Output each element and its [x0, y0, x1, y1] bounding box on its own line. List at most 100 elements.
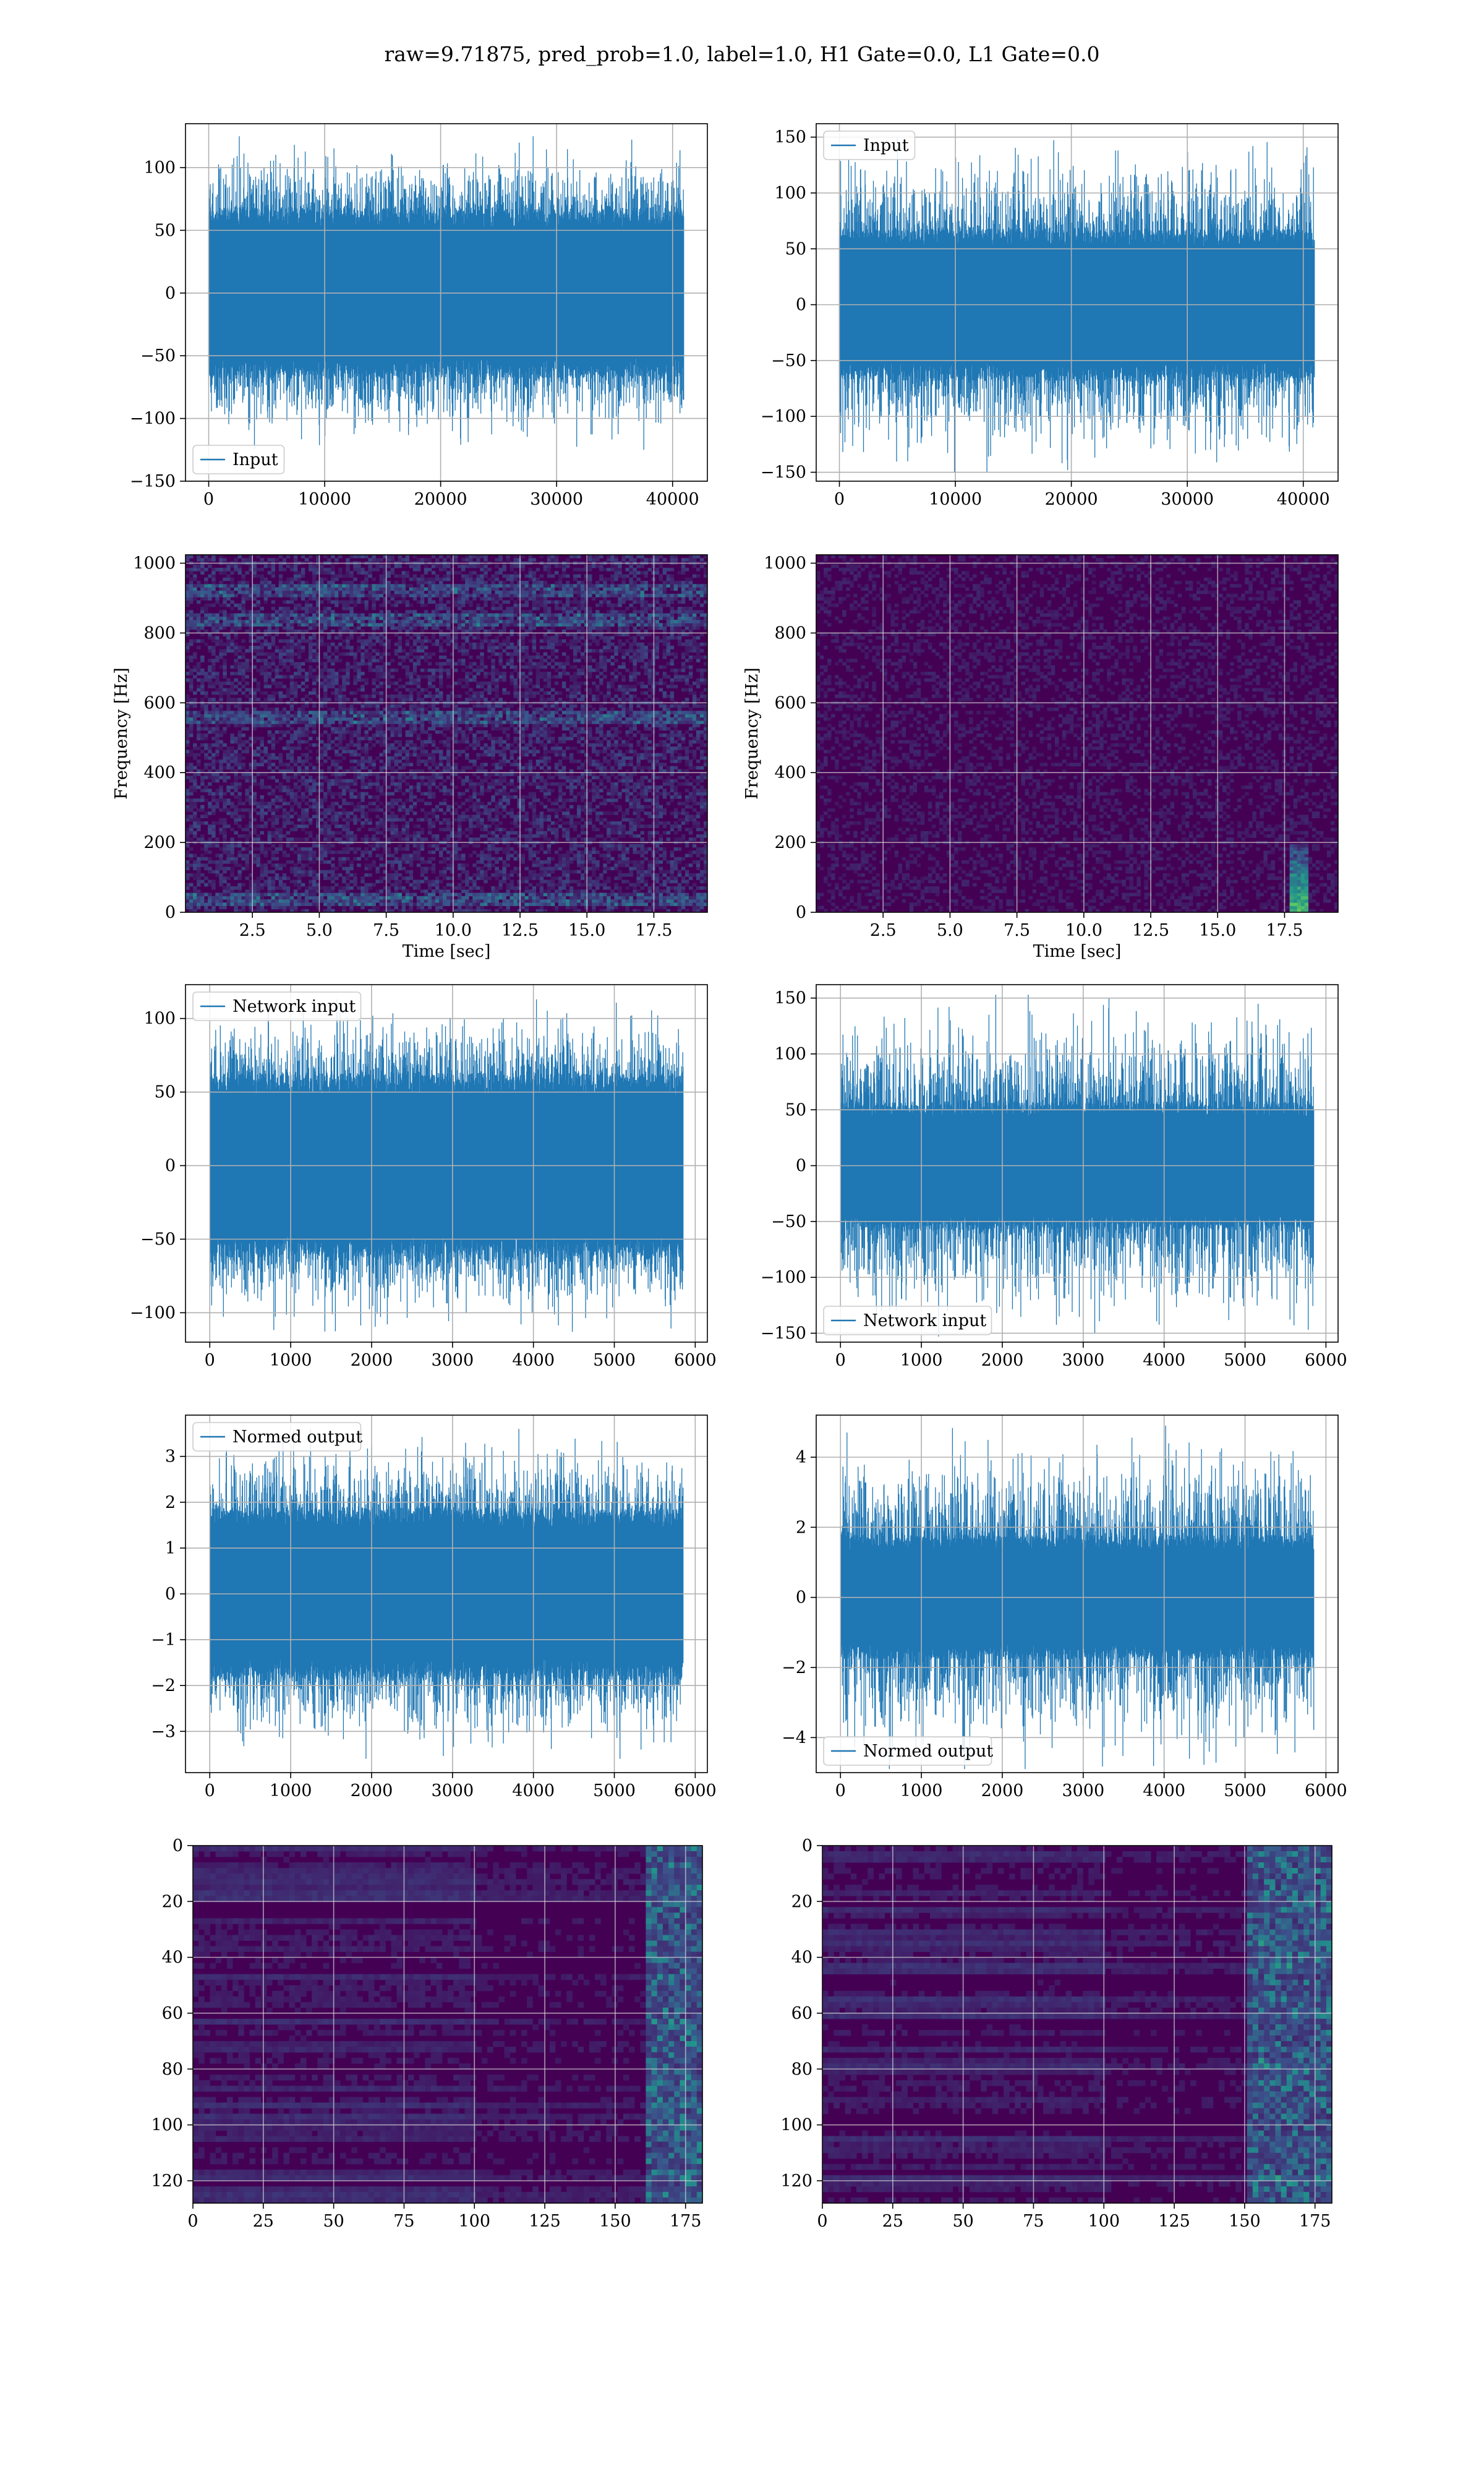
- heatmap-cell: [357, 600, 361, 604]
- heatmap-cell: [263, 802, 268, 805]
- heatmap-cell: [267, 590, 272, 594]
- heatmap-cell: [383, 899, 387, 903]
- heatmap-cell: [312, 789, 317, 792]
- heatmap-cell: [379, 652, 383, 656]
- heatmap-cell: [364, 883, 369, 887]
- heatmap-cell: [320, 824, 324, 828]
- heatmap-cell: [226, 717, 231, 721]
- heatmap-cell: [442, 711, 447, 714]
- heatmap-cell: [357, 773, 361, 776]
- heatmap-cell: [186, 854, 190, 858]
- heatmap-cell: [200, 607, 205, 610]
- heatmap-cell: [458, 902, 462, 906]
- heatmap-cell: [323, 607, 328, 610]
- heatmap-cell: [405, 808, 410, 812]
- heatmap-cell: [226, 620, 231, 623]
- heatmap-cell: [208, 685, 212, 688]
- heatmap-cell: [438, 808, 443, 812]
- heatmap-cell: [360, 659, 365, 662]
- heatmap-cell: [252, 782, 257, 786]
- heatmap-cell: [383, 587, 387, 591]
- heatmap-cell: [241, 620, 245, 623]
- heatmap-cell: [435, 844, 440, 848]
- heatmap-cell: [260, 909, 264, 912]
- heatmap-cell: [271, 876, 276, 880]
- heatmap-cell: [372, 724, 376, 727]
- heatmap-cell: [271, 818, 276, 822]
- heatmap-cell: [289, 681, 294, 685]
- heatmap-cell: [267, 564, 272, 568]
- heatmap-cell: [263, 707, 268, 711]
- heatmap-cell: [458, 863, 462, 867]
- heatmap-cell: [401, 773, 406, 776]
- heatmap-cell: [252, 860, 257, 864]
- heatmap-cell: [223, 662, 227, 666]
- heatmap-cell: [211, 584, 216, 588]
- heatmap-cell: [249, 909, 253, 912]
- heatmap-cell: [263, 691, 268, 695]
- heatmap-cell: [297, 646, 302, 649]
- heatmap-cell: [438, 584, 443, 588]
- heatmap-cell: [289, 899, 294, 903]
- heatmap-cell: [327, 668, 331, 672]
- heatmap-cell: [375, 785, 380, 789]
- heatmap-cell: [204, 789, 208, 792]
- heatmap-cell: [342, 892, 346, 897]
- heatmap-cell: [364, 873, 369, 877]
- heatmap-cell: [301, 720, 305, 724]
- heatmap-cell: [323, 792, 328, 796]
- heatmap-cell: [435, 577, 440, 581]
- heatmap-cell: [446, 659, 451, 662]
- heatmap-cell: [364, 902, 369, 906]
- heatmap-cell: [219, 854, 223, 858]
- heatmap-cell: [189, 873, 194, 877]
- heatmap-cell: [289, 581, 294, 584]
- heatmap-cell: [335, 763, 339, 766]
- heatmap-cell: [412, 564, 417, 568]
- heatmap-cell: [338, 620, 343, 623]
- heatmap-cell: [427, 811, 432, 815]
- heatmap-cell: [241, 857, 245, 861]
- heatmap-cell: [267, 629, 272, 633]
- heatmap-cell: [289, 590, 294, 594]
- heatmap-cell: [215, 636, 220, 640]
- heatmap-cell: [226, 681, 231, 685]
- heatmap-cell: [368, 574, 372, 578]
- heatmap-cell: [323, 795, 328, 799]
- heatmap-cell: [438, 698, 443, 701]
- heatmap-cell: [327, 623, 331, 627]
- heatmap-cell: [420, 808, 425, 812]
- heatmap-cell: [256, 883, 260, 887]
- heatmap-cell: [349, 646, 354, 649]
- heatmap-cell: [234, 818, 238, 822]
- heatmap-cell: [286, 779, 291, 783]
- heatmap-cell: [420, 779, 425, 783]
- heatmap-cell: [260, 743, 264, 747]
- heatmap-cell: [346, 870, 350, 874]
- heatmap-cell: [438, 769, 443, 773]
- heatmap-cell: [335, 558, 339, 562]
- heatmap-cell: [286, 789, 291, 792]
- heatmap-cell: [342, 668, 346, 672]
- heatmap-cell: [346, 571, 350, 575]
- heatmap-cell: [282, 876, 287, 880]
- heatmap-cell: [409, 675, 414, 679]
- heatmap-cell: [226, 584, 231, 588]
- heatmap-cell: [312, 594, 317, 597]
- heatmap-cell: [320, 854, 324, 858]
- heatmap-cell: [450, 844, 454, 848]
- heatmap-cell: [223, 675, 227, 679]
- heatmap-cell: [412, 802, 417, 805]
- heatmap-cell: [416, 711, 421, 714]
- heatmap-cell: [308, 668, 313, 672]
- heatmap-cell: [342, 594, 346, 597]
- heatmap-cell: [357, 760, 361, 763]
- heatmap-cell: [335, 876, 339, 880]
- heatmap-cell: [364, 760, 369, 763]
- heatmap-cell: [200, 857, 205, 861]
- heatmap-cell: [420, 574, 425, 578]
- heatmap-cell: [409, 873, 414, 877]
- heatmap-cell: [442, 899, 447, 903]
- heatmap-cell: [289, 564, 294, 568]
- heatmap-cell: [379, 623, 383, 627]
